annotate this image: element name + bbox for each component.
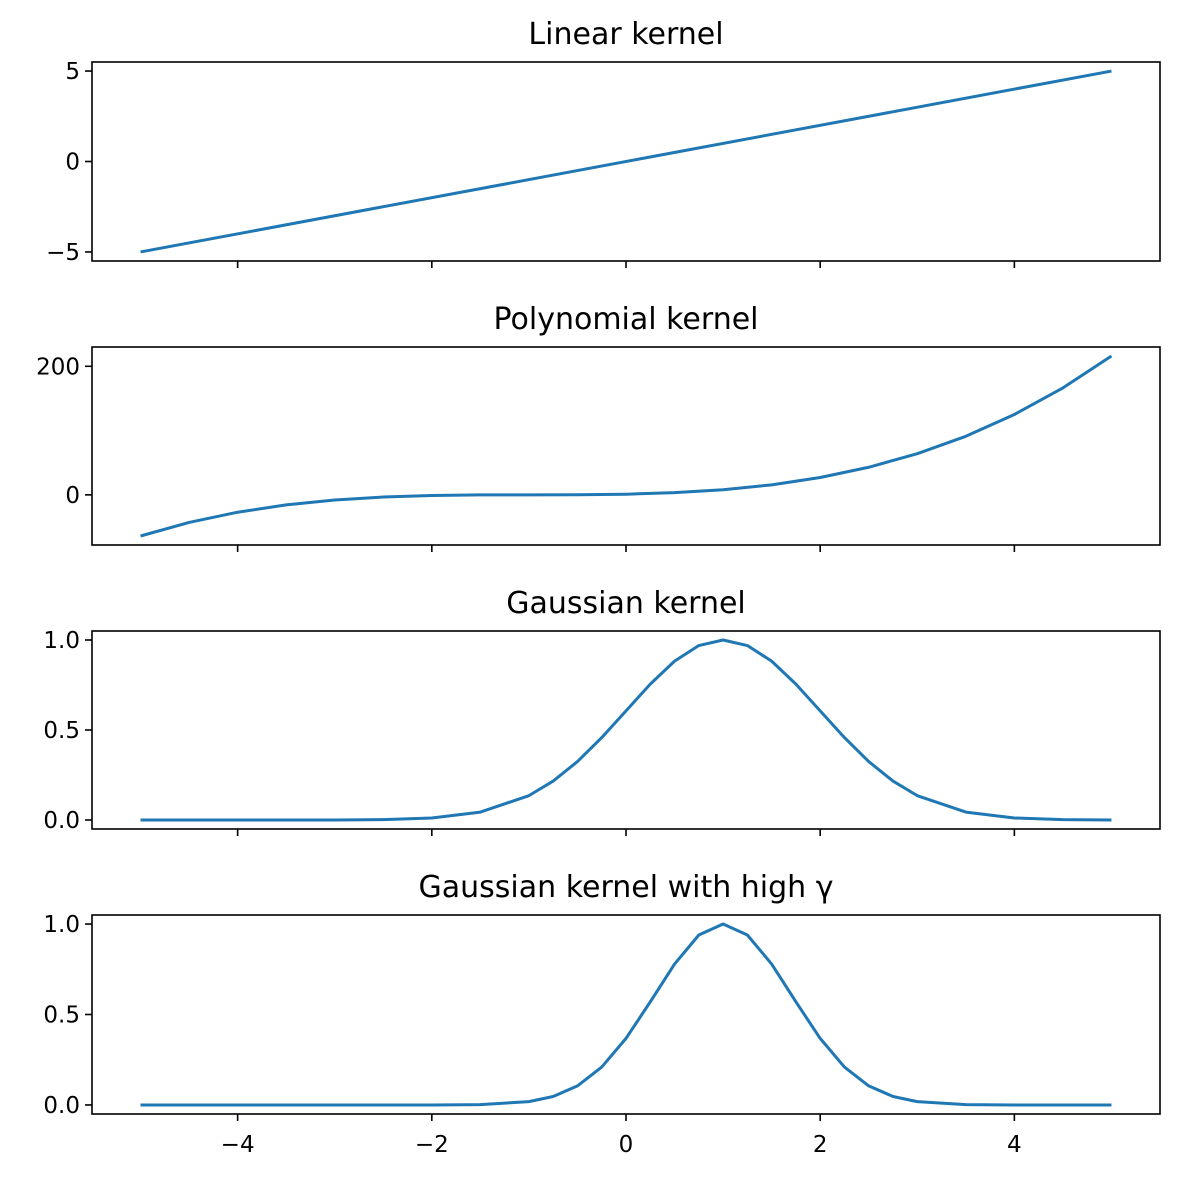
panel-1-y-tick-label-3: 5	[65, 59, 80, 85]
panel-4-x-tick-label-5: 4	[1007, 1132, 1022, 1158]
panel-2-axes-frame	[91, 346, 1161, 546]
panel-4-x-tick-label-3: 0	[619, 1132, 634, 1158]
panel-4-y-tick-label-2: 0.5	[43, 1003, 80, 1029]
panel-2-y-tick-label-1: 0	[65, 483, 80, 509]
panel-3-series-line-1	[140, 638, 1112, 822]
panel-4-y-tick-label-1: 0.0	[43, 1093, 80, 1119]
panel-3-axes-frame	[91, 630, 1161, 830]
panel-2-title: Polynomial kernel	[493, 302, 758, 337]
panel-4-x-tick-label-4: 2	[813, 1132, 828, 1158]
panel-3-y-tick-label-2: 0.5	[43, 718, 80, 744]
panel-3-y-tick-label-1: 0.0	[43, 808, 80, 834]
panel-3-y-tick-label-3: 1.0	[43, 628, 80, 654]
panel-4-x-tick-label-2: −2	[415, 1132, 449, 1158]
panel-4-series-line-1	[140, 922, 1112, 1107]
panel-1-series-line-1	[140, 69, 1112, 254]
panel-1-y-tick-label-2: 0	[65, 150, 80, 176]
panel-4-title: Gaussian kernel with high γ	[419, 870, 834, 905]
panel-2-series-line-1	[140, 354, 1113, 538]
panel-4-x-tick-label-1: −4	[221, 1132, 255, 1158]
panel-2-y-tick-label-2: 200	[36, 354, 80, 380]
panel-4-y-tick-label-3: 1.0	[43, 912, 80, 938]
panel-4-axes-frame	[91, 914, 1161, 1115]
panel-1-y-tick-label-1: −5	[46, 240, 80, 266]
panel-1-title: Linear kernel	[528, 17, 723, 52]
panel-3-title: Gaussian kernel	[506, 586, 746, 621]
